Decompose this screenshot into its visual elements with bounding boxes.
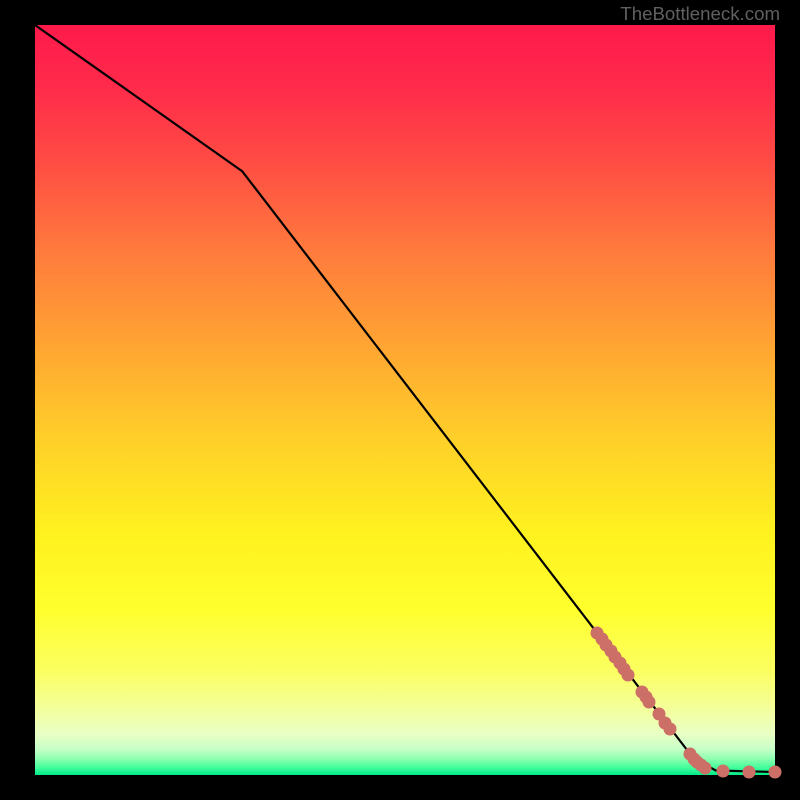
watermark-text: TheBottleneck.com (620, 3, 780, 25)
chart-plot-area (35, 25, 775, 775)
gradient-background (35, 25, 775, 775)
